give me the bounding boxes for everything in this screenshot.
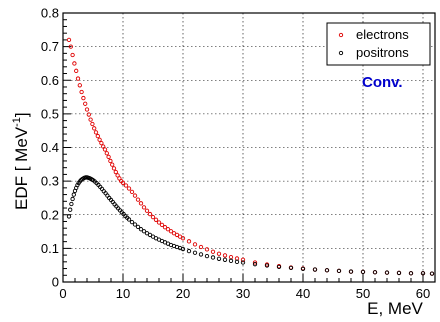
positrons-point: [130, 220, 133, 223]
positrons-point: [229, 259, 232, 262]
y-axis-title: EDF [ MeV-1]: [11, 112, 31, 210]
electrons-point: [109, 159, 112, 162]
electrons-point: [142, 206, 145, 209]
electrons-point: [124, 184, 127, 187]
y-tick-label: 0.4: [41, 140, 59, 155]
y-tick-label: 0: [52, 275, 59, 290]
electrons-point: [91, 122, 94, 125]
positrons-point: [235, 260, 238, 263]
electrons-point: [160, 223, 163, 226]
y-tick-label: 0.7: [41, 39, 59, 54]
electrons-point: [76, 77, 79, 80]
electrons-point: [87, 113, 90, 116]
positrons-point: [133, 223, 136, 226]
positrons-point: [430, 272, 433, 275]
electrons-point: [154, 218, 157, 221]
electrons-point: [157, 221, 160, 224]
electrons-point: [103, 148, 106, 151]
positrons-point: [313, 268, 316, 271]
electrons-point: [217, 252, 220, 255]
positrons-point: [199, 253, 202, 256]
positrons-point: [409, 272, 412, 275]
electrons-point: [67, 38, 70, 41]
positrons-point: [69, 208, 72, 211]
electrons-point: [187, 240, 190, 243]
positrons-point: [211, 256, 214, 259]
y-tick-label: 0.5: [41, 106, 59, 121]
electrons-point: [94, 131, 97, 134]
positrons-point: [373, 271, 376, 274]
positrons-point: [72, 193, 75, 196]
electrons-point: [114, 170, 117, 173]
x-tick-label: 30: [236, 286, 250, 301]
positrons-point: [193, 251, 196, 254]
electrons-point: [145, 209, 148, 212]
electrons-point: [85, 108, 88, 111]
electrons-point: [105, 152, 108, 155]
x-tick-label: 0: [59, 286, 66, 301]
electrons-point: [229, 255, 232, 258]
electrons-point: [130, 190, 133, 193]
electrons-point: [107, 155, 110, 158]
y-axis-title-close: ]: [12, 112, 31, 117]
electrons-point: [223, 254, 226, 257]
y-tick-label: 0.8: [41, 6, 59, 21]
electrons-point: [148, 212, 151, 215]
positrons-point: [217, 257, 220, 260]
x-tick-label: 20: [176, 286, 190, 301]
legend-label-electrons: electrons: [356, 27, 409, 42]
positrons-point: [136, 225, 139, 228]
electrons-point: [98, 138, 101, 141]
y-axis-title-main: EDF [ MeV: [12, 126, 31, 210]
electrons-point: [211, 250, 214, 253]
electrons-point: [139, 202, 142, 205]
legend-label-positrons: positrons: [356, 45, 409, 60]
electrons-point: [100, 141, 103, 144]
positrons-point: [71, 197, 74, 200]
positrons-point: [223, 258, 226, 261]
y-tick-label: 0.3: [41, 174, 59, 189]
positrons-point: [349, 270, 352, 273]
electrons-point: [127, 187, 130, 190]
electrons-point: [75, 69, 78, 72]
positrons-point: [70, 202, 73, 205]
electrons-point: [199, 245, 202, 248]
positrons-point: [385, 271, 388, 274]
x-tick-label: 10: [116, 286, 130, 301]
electrons-point: [84, 102, 87, 105]
electrons-point: [73, 62, 76, 65]
electrons-point: [235, 257, 238, 260]
y-tick-label: 0.6: [41, 73, 59, 88]
electrons-point: [80, 90, 83, 93]
electrons-point: [93, 127, 96, 130]
y-axis-title-exponent: -1: [11, 117, 23, 127]
positrons-point: [205, 254, 208, 257]
electrons-point: [78, 84, 81, 87]
electrons-point: [89, 118, 92, 121]
electrons-point: [133, 194, 136, 197]
electrons-point: [193, 243, 196, 246]
electrons-point: [136, 198, 139, 201]
positrons-point: [337, 269, 340, 272]
electrons-point: [151, 215, 154, 218]
positrons-point: [397, 271, 400, 274]
positrons-point: [325, 269, 328, 272]
x-tick-label: 40: [296, 286, 310, 301]
y-tick-label: 0.2: [41, 207, 59, 222]
electrons-point: [112, 167, 115, 170]
electrons-point: [82, 96, 85, 99]
electrons-point: [96, 134, 99, 137]
y-tick-label: 0.1: [41, 241, 59, 256]
legend: electrons positrons: [327, 23, 430, 65]
conv-annotation: Conv.: [362, 74, 403, 91]
electrons-point: [111, 163, 114, 166]
electrons-point: [71, 53, 74, 56]
positrons-point: [187, 249, 190, 252]
x-axis-title: E, MeV: [367, 299, 423, 318]
